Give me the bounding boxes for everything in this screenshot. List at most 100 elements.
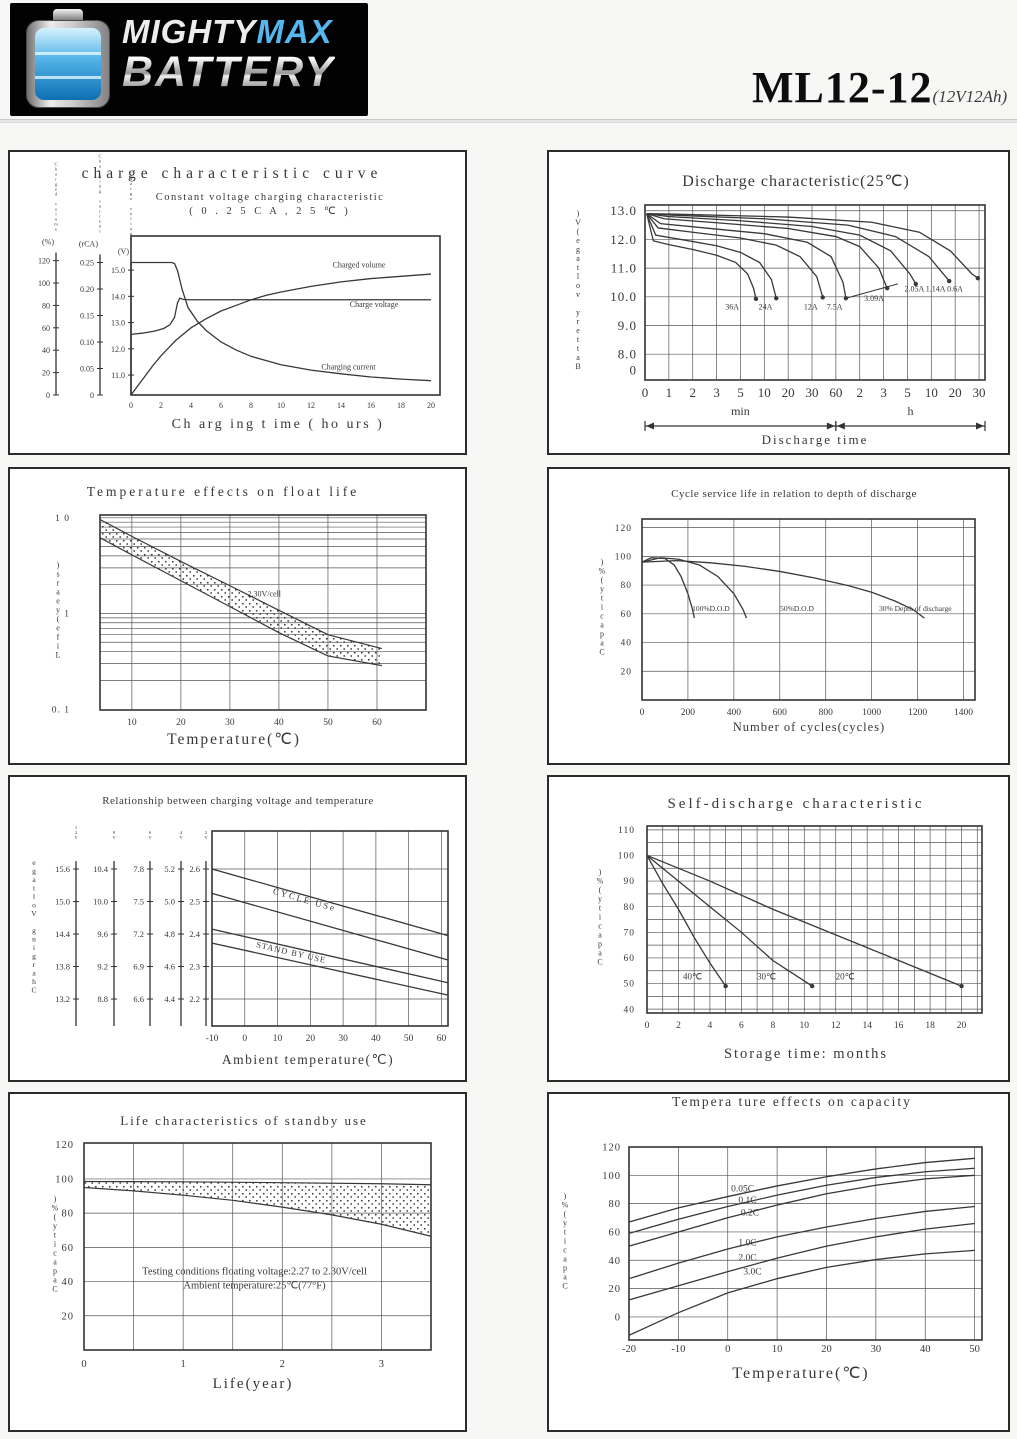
svg-text:C: C	[562, 1282, 567, 1291]
svg-text:%: %	[597, 877, 604, 886]
svg-text:): )	[577, 209, 580, 218]
svg-text:6.6: 6.6	[133, 994, 144, 1004]
svg-text:14: 14	[337, 401, 345, 410]
svg-text:14: 14	[862, 1021, 872, 1031]
svg-text:p: p	[598, 940, 602, 949]
svg-text:12.0: 12.0	[111, 345, 125, 354]
svg-text:(rCA): (rCA)	[79, 240, 98, 249]
panel-cycle-service-life: Cycle service life in relation to depth …	[547, 467, 1010, 765]
svg-text:r: r	[577, 317, 580, 326]
svg-text:60: 60	[62, 1243, 75, 1254]
svg-text:a: a	[53, 1258, 57, 1267]
svg-text:20℃: 20℃	[836, 972, 855, 982]
svg-text:t: t	[601, 594, 604, 603]
svg-text:n: n	[99, 184, 102, 189]
svg-text:0: 0	[725, 1344, 730, 1355]
svg-text:(%): (%)	[42, 238, 54, 247]
svg-text:13.2: 13.2	[55, 994, 70, 1004]
svg-text:o: o	[576, 281, 580, 290]
svg-text:60: 60	[372, 718, 382, 728]
svg-text:5: 5	[904, 385, 911, 400]
svg-text:i: i	[564, 1237, 567, 1246]
svg-text:40: 40	[621, 639, 633, 649]
svg-text:e: e	[32, 858, 36, 867]
svg-text:a: a	[53, 1276, 57, 1285]
svg-text:): )	[599, 868, 602, 877]
svg-text:a: a	[576, 353, 580, 362]
svg-text:g: g	[32, 926, 36, 935]
svg-text:0: 0	[640, 708, 645, 718]
svg-text:120: 120	[602, 1143, 621, 1154]
svg-text:100: 100	[602, 1171, 621, 1182]
svg-text:80: 80	[609, 1199, 622, 1210]
panel-float-life: Temperature effects on float life 1 0 1 0. …	[8, 467, 467, 765]
svg-text:14.4: 14.4	[55, 929, 71, 939]
svg-text:f: f	[57, 633, 60, 642]
svg-text:2: 2	[856, 385, 863, 400]
chart-cycle-service-life: Cycle service life in relation to depth …	[599, 488, 976, 734]
svg-text:a: a	[563, 1273, 567, 1282]
chart-charge-characteristic-curve: charge characteristic curve Constant volt…	[38, 154, 441, 432]
svg-text:charge characteristic curve: charge characteristic curve	[82, 165, 383, 182]
svg-text:y: y	[53, 1222, 57, 1231]
svg-text:4: 4	[708, 1021, 713, 1031]
chart-charging-voltage-vs-temperature: Relationship between charging voltage an…	[31, 795, 449, 1067]
svg-text:t: t	[33, 883, 36, 892]
svg-text:%: %	[599, 567, 606, 576]
battery-blue-core	[35, 28, 101, 100]
svg-text:100%D.O.D: 100%D.O.D	[692, 604, 730, 613]
svg-text:16: 16	[894, 1021, 904, 1031]
svg-text:(: (	[599, 886, 602, 895]
panel-self-discharge: Self-discharge characteristic 110 100 90 80 7…	[547, 775, 1010, 1082]
svg-text:-10: -10	[671, 1344, 685, 1355]
svg-text:7.2: 7.2	[133, 929, 144, 939]
svg-text:y: y	[56, 606, 60, 615]
svg-text:2.3: 2.3	[189, 962, 200, 972]
svg-text:V: V	[179, 835, 183, 840]
svg-text:t: t	[577, 344, 580, 353]
brand-text: MIGHTYMAX BATTERY	[122, 14, 335, 95]
svg-text:(: (	[564, 1210, 567, 1219]
svg-text:g: g	[99, 174, 102, 179]
svg-text:V: V	[31, 909, 37, 918]
svg-text:6: 6	[739, 1021, 744, 1031]
svg-text:): )	[54, 1195, 57, 1204]
svg-text:11.0: 11.0	[111, 371, 125, 380]
svg-text:110: 110	[618, 826, 635, 836]
svg-text:30: 30	[973, 385, 986, 400]
svg-text:12A: 12A	[804, 303, 818, 312]
svg-text:%: %	[52, 1204, 59, 1213]
svg-text:y: y	[563, 1219, 567, 1228]
svg-text:0: 0	[90, 391, 94, 400]
svg-text:4: 4	[180, 830, 183, 835]
svg-text:i: i	[99, 179, 101, 184]
svg-text:d: d	[55, 192, 58, 197]
svg-text:C: C	[52, 1285, 57, 1294]
svg-text:a: a	[130, 181, 132, 186]
svg-text:2.05A 1.14A 0.6A: 2.05A 1.14A 0.6A	[904, 285, 963, 294]
svg-text:): )	[601, 558, 604, 567]
battery-body	[26, 20, 110, 108]
svg-text:30℃: 30℃	[757, 972, 776, 982]
svg-text:CYCLE USe: CYCLE USe	[272, 886, 337, 914]
svg-text:e: e	[56, 597, 60, 606]
svg-text:30: 30	[871, 1344, 882, 1355]
svg-text:12.0: 12.0	[610, 232, 637, 247]
svg-text:Number of cycles(cycles): Number of cycles(cycles)	[733, 720, 885, 734]
svg-text:13.8: 13.8	[55, 962, 70, 972]
svg-text:20: 20	[782, 385, 795, 400]
svg-text:60: 60	[621, 610, 633, 620]
svg-text:20: 20	[306, 1034, 316, 1044]
svg-text:v: v	[130, 206, 133, 211]
svg-text:20: 20	[42, 369, 50, 378]
svg-text:B: B	[575, 362, 580, 371]
svg-text:(: (	[54, 1213, 57, 1222]
svg-text:2.6: 2.6	[189, 864, 200, 874]
svg-text:0.1C: 0.1C	[738, 1196, 756, 1206]
svg-text:Constant voltage charging char: Constant voltage charging characteristic	[156, 192, 385, 203]
svg-text:2: 2	[689, 385, 696, 400]
svg-text:(: (	[601, 576, 604, 585]
svg-text:120: 120	[615, 524, 632, 534]
svg-text:Charging current: Charging current	[321, 363, 376, 372]
svg-text:t: t	[130, 221, 132, 226]
